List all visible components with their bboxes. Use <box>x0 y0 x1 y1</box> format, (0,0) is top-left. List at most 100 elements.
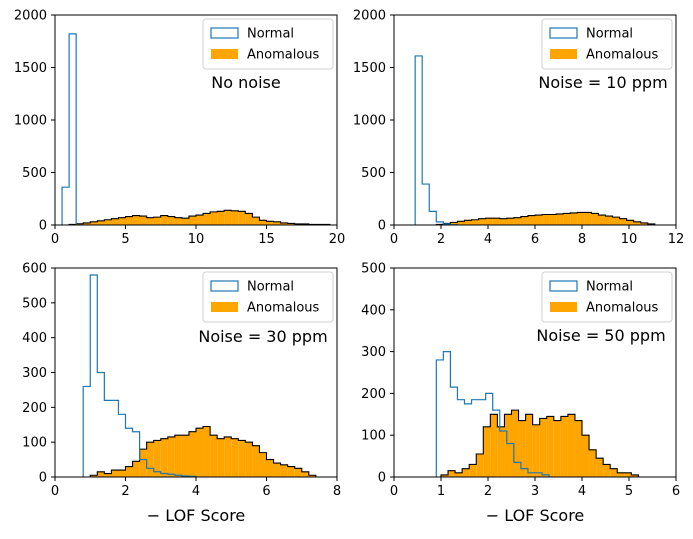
anomalous-bar <box>196 428 203 477</box>
anomalous-bar <box>189 216 196 225</box>
anomalous-bar <box>302 472 309 477</box>
anomalous-bar <box>617 473 624 477</box>
normal-bar <box>69 34 76 225</box>
normal-bar <box>83 386 90 477</box>
anomalous-bar <box>540 418 547 477</box>
anomalous-bar <box>598 215 605 225</box>
anomalous-bar <box>549 215 556 226</box>
anomalous-bar <box>561 416 568 477</box>
legend-label-anomalous: Anomalous <box>247 48 320 63</box>
anomalous-bar <box>465 220 472 225</box>
y-tick-label: 500 <box>361 166 386 181</box>
y-tick-label: 400 <box>22 331 47 346</box>
y-tick-label: 0 <box>39 471 47 486</box>
anomalous-bar <box>238 211 245 225</box>
y-tick-label: 600 <box>22 262 47 277</box>
legend-label-normal: Normal <box>586 280 633 295</box>
anomalous-bar <box>556 214 563 225</box>
legend-swatch-anomalous <box>550 49 577 59</box>
noise-annotation: Noise = 10 ppm <box>538 73 667 92</box>
anomalous-bar <box>182 435 189 477</box>
y-tick-label: 1000 <box>353 114 386 129</box>
anomalous-bar <box>175 435 182 477</box>
x-tick-label: 10 <box>621 232 638 247</box>
anomalous-bar <box>281 465 288 477</box>
anomalous-bar <box>479 219 486 225</box>
anomalous-bar <box>610 469 617 477</box>
anomalous-bar <box>133 461 140 477</box>
legend-swatch-anomalous <box>211 302 238 312</box>
anomalous-bar <box>577 212 584 225</box>
anomalous-bar <box>514 218 521 225</box>
anomalous-bar <box>568 414 575 477</box>
x-tick-label: 5 <box>625 484 633 499</box>
x-tick-label: 0 <box>390 232 398 247</box>
anomalous-bar <box>140 449 147 477</box>
x-tick-label: 8 <box>333 484 341 499</box>
anomalous-bar <box>589 450 596 477</box>
anomalous-bar <box>252 217 259 225</box>
anomalous-bar <box>547 416 554 477</box>
anomalous-bar <box>267 221 274 225</box>
y-tick-label: 0 <box>39 219 47 234</box>
anomalous-bar <box>168 437 175 477</box>
anomalous-bar <box>535 215 542 225</box>
x-tick-label: 12 <box>668 232 685 247</box>
legend-label-anomalous: Anomalous <box>586 301 659 316</box>
normal-bar <box>111 400 118 477</box>
anomalous-bar <box>182 218 189 225</box>
anomalous-bar <box>584 212 591 225</box>
anomalous-bar <box>224 210 231 225</box>
y-tick-label: 1000 <box>14 114 47 129</box>
anomalous-bar <box>133 216 140 225</box>
anomalous-bar <box>259 220 266 225</box>
anomalous-bar <box>168 217 175 225</box>
anomalous-bar <box>288 467 295 477</box>
normal-bar <box>450 387 457 477</box>
y-tick-label: 2000 <box>14 9 47 24</box>
x-tick-label: 10 <box>188 232 205 247</box>
normal-bar <box>443 352 450 477</box>
x-tick-label: 6 <box>672 484 680 499</box>
anomalous-bar <box>238 440 245 477</box>
normal-bar <box>118 414 125 477</box>
anomalous-bar <box>161 439 168 477</box>
y-tick-label: 0 <box>378 219 386 234</box>
anomalous-bar <box>582 435 589 477</box>
noise-annotation: Noise = 50 ppm <box>536 326 665 345</box>
legend: Normal Anomalous <box>542 272 672 322</box>
x-tick-label: 4 <box>192 484 200 499</box>
anomalous-bar <box>483 427 490 477</box>
x-tick-label: 20 <box>329 232 346 247</box>
anomalous-bar <box>118 218 125 225</box>
x-tick-label: 0 <box>390 484 398 499</box>
x-axis-label: − LOF Score <box>147 506 246 525</box>
anomalous-bar <box>570 213 577 225</box>
x-tick-label: 6 <box>262 484 270 499</box>
anomalous-bar <box>104 220 111 225</box>
y-tick-label: 300 <box>361 345 386 360</box>
y-tick-label: 500 <box>361 262 386 277</box>
anomalous-bar <box>490 414 497 477</box>
normal-bar <box>429 211 436 225</box>
anomalous-bar <box>493 218 500 225</box>
anomalous-series <box>429 212 662 225</box>
anomalous-bar <box>497 427 504 477</box>
y-tick-label: 500 <box>22 296 47 311</box>
anomalous-bar <box>575 421 582 477</box>
anomalous-bar <box>210 212 217 225</box>
anomalous-bar <box>624 473 631 477</box>
legend-label-normal: Normal <box>247 27 294 42</box>
y-tick-label: 300 <box>22 366 47 381</box>
anomalous-bar <box>627 220 634 225</box>
anomalous-bar <box>217 439 224 477</box>
x-tick-label: 8 <box>578 232 586 247</box>
anomalous-bar <box>203 213 210 225</box>
x-tick-label: 2 <box>484 484 492 499</box>
anomalous-bar <box>533 425 540 477</box>
anomalous-bar <box>111 470 118 477</box>
normal-bar <box>415 56 422 225</box>
